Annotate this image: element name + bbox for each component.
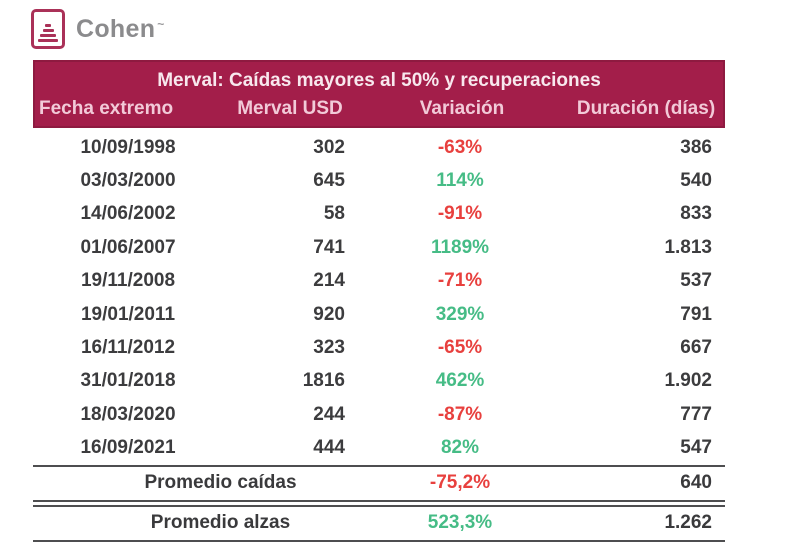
cell-duracion: 537 [680, 270, 712, 292]
cell-merval: 444 [313, 437, 345, 459]
column-header-merval: Merval USD [237, 98, 343, 119]
summary-label: Promedio caídas [144, 472, 297, 494]
summary-duracion: 640 [680, 472, 712, 494]
summary-row-alzas: Promedio alzas 523,3% 1.262 [33, 504, 725, 542]
cell-merval: 323 [313, 337, 345, 359]
cell-variacion: 114% [436, 170, 484, 192]
cell-fecha: 19/01/2011 [80, 303, 176, 325]
column-header-row: Fecha extremo Merval USD Variación Durac… [35, 94, 723, 124]
table-row: 16/11/2012 323 -65% 667 [33, 331, 725, 364]
cell-variacion: 1189% [430, 236, 490, 258]
cell-fecha: 14/06/2002 [80, 203, 176, 225]
cell-merval: 741 [313, 236, 345, 258]
table-row: 14/06/2002 58 -91% 833 [33, 198, 725, 231]
cell-merval: 302 [313, 136, 345, 158]
cell-variacion: -63% [437, 136, 483, 158]
logo-pyramid-bar [38, 39, 58, 42]
trademark-mark: ~ [157, 16, 165, 31]
table-header-band: Merval: Caídas mayores al 50% y recupera… [33, 60, 725, 128]
cell-variacion: 82% [440, 437, 480, 459]
column-header-duracion: Duración (días) [576, 98, 716, 119]
column-header-variacion: Variación [419, 98, 505, 119]
cohen-logo-icon [31, 9, 65, 49]
cell-duracion: 777 [680, 403, 712, 425]
cell-duracion: 667 [680, 337, 712, 359]
table-row: 16/09/2021 444 82% 547 [33, 432, 725, 465]
cell-fecha: 03/03/2000 [80, 170, 176, 192]
cell-fecha: 19/11/2008 [80, 270, 176, 292]
cell-variacion: -91% [437, 203, 483, 225]
table-row: 19/11/2008 214 -71% 537 [33, 265, 725, 298]
summary-duracion: 1.262 [664, 512, 712, 534]
brand-header: Cohen ~ [31, 9, 165, 49]
cell-merval: 58 [323, 203, 345, 225]
table-body: 10/09/1998 302 -63% 386 03/03/2000 645 1… [33, 128, 725, 465]
summary-variacion: 523,3% [427, 512, 493, 534]
cell-merval: 244 [313, 403, 345, 425]
cell-fecha: 18/03/2020 [80, 403, 176, 425]
merval-table: Merval: Caídas mayores al 50% y recupera… [33, 60, 725, 542]
cell-fecha: 16/09/2021 [80, 437, 176, 459]
cell-merval: 645 [313, 170, 345, 192]
brand-name: Cohen ~ [76, 15, 165, 44]
cell-fecha: 31/01/2018 [80, 370, 176, 392]
cell-merval: 214 [313, 270, 345, 292]
summary-variacion: -75,2% [429, 472, 491, 494]
cell-duracion: 540 [680, 170, 712, 192]
summary-row-caidas: Promedio caídas -75,2% 640 [33, 464, 725, 502]
logo-pyramid-bar [45, 24, 51, 27]
cell-variacion: 462% [435, 370, 485, 392]
cell-variacion: 329% [435, 303, 485, 325]
cell-duracion: 791 [680, 303, 712, 325]
logo-pyramid-bar [40, 34, 56, 37]
cell-duracion: 547 [680, 437, 712, 459]
table-row: 19/01/2011 920 329% 791 [33, 298, 725, 331]
cell-fecha: 01/06/2007 [80, 236, 176, 258]
column-header-fecha: Fecha extremo [39, 98, 174, 119]
cell-duracion: 386 [680, 136, 712, 158]
logo-pyramid-bar [42, 29, 54, 32]
cell-duracion: 1.902 [664, 370, 712, 392]
brand-text: Cohen [76, 14, 156, 43]
cell-merval: 1816 [302, 370, 345, 392]
table-title: Merval: Caídas mayores al 50% y recupera… [157, 70, 601, 91]
cell-duracion: 1.813 [664, 236, 712, 258]
table-row: 18/03/2020 244 -87% 777 [33, 398, 725, 431]
cell-merval: 920 [313, 303, 345, 325]
cell-variacion: -65% [437, 337, 483, 359]
table-row: 31/01/2018 1816 462% 1.902 [33, 365, 725, 398]
cell-duracion: 833 [680, 203, 712, 225]
table-row: 03/03/2000 645 114% 540 [33, 164, 725, 197]
cell-fecha: 16/11/2012 [80, 337, 176, 359]
cell-fecha: 10/09/1998 [80, 136, 176, 158]
cell-variacion: -71% [437, 270, 483, 292]
table-row: 10/09/1998 302 -63% 386 [33, 131, 725, 164]
table-row: 01/06/2007 741 1189% 1.813 [33, 231, 725, 264]
summary-label: Promedio alzas [150, 512, 291, 534]
cell-variacion: -87% [437, 403, 483, 425]
